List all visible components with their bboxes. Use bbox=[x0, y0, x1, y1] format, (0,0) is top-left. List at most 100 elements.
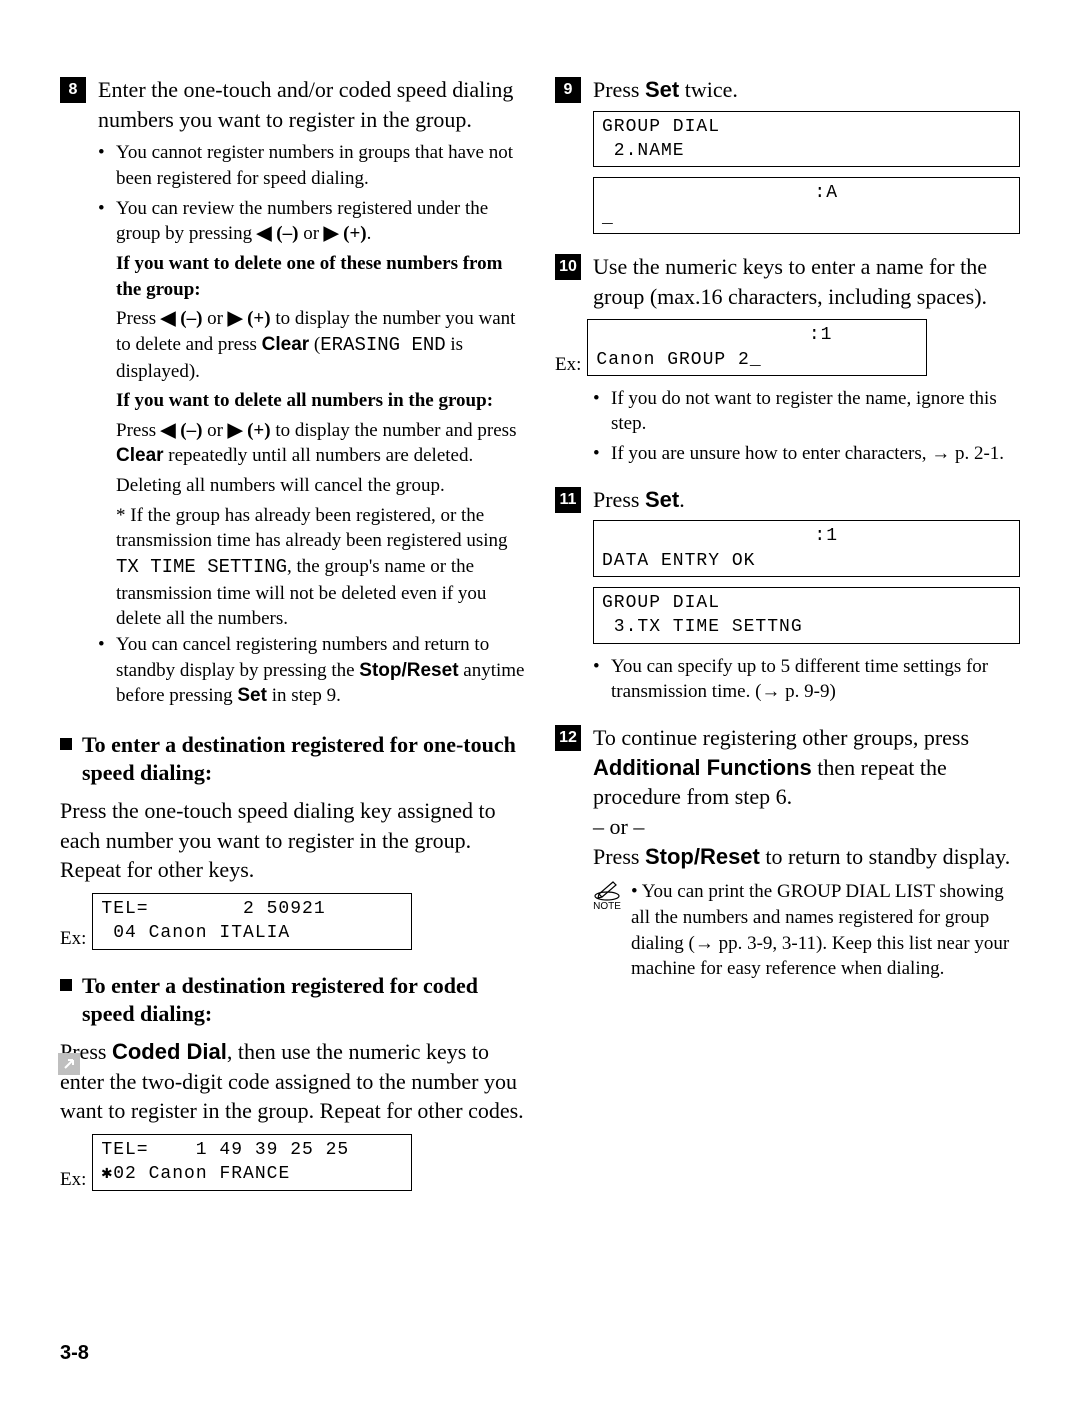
step-9: 9 Press Set twice. GROUP DIAL 2.NAME :A … bbox=[555, 75, 1020, 234]
onetouch-lcd-wrap: Ex: TEL= 2 50921 04 Canon ITALIA bbox=[60, 893, 525, 950]
arrow-plus-3: ▶ (+) bbox=[228, 420, 271, 441]
stop-reset-1: Stop/Reset bbox=[359, 660, 458, 681]
step-12-text: To continue registering other groups, pr… bbox=[593, 723, 1020, 871]
note-label: NOTE bbox=[593, 901, 621, 912]
s9-tail: twice. bbox=[679, 77, 738, 102]
step-11: 11 Press Set. :1 DATA ENTRY OK GROUP DIA… bbox=[555, 485, 1020, 705]
step-8-text: Enter the one-touch and/or coded speed d… bbox=[98, 75, 525, 134]
s12-d: to return to standby display. bbox=[760, 844, 1010, 869]
s11-a: Press bbox=[593, 487, 645, 512]
step-11-lcd-1: :1 DATA ENTRY OK bbox=[593, 520, 1020, 577]
s12-c: Press bbox=[593, 844, 645, 869]
note-row: NOTE • You can print the GROUP DIAL LIST… bbox=[593, 879, 1020, 982]
step-8-bullet-1: You cannot register numbers in groups th… bbox=[98, 140, 525, 191]
coded-lcd-wrap: Ex: TEL= 1 49 39 25 25 ✱02 Canon FRANCE bbox=[60, 1134, 525, 1191]
step-10-text: Use the numeric keys to enter a name for… bbox=[593, 252, 1020, 311]
onetouch-title: To enter a destination registered for on… bbox=[82, 731, 525, 788]
step-9-text: Press Set twice. bbox=[593, 75, 738, 105]
step-8-bullets-2: You can cancel registering numbers and r… bbox=[60, 632, 525, 709]
step-10-lcd: :1 Canon GROUP 2_ bbox=[587, 319, 927, 376]
black-square-icon-2 bbox=[60, 979, 72, 991]
step-11-bullets: You can specify up to 5 different time s… bbox=[555, 654, 1020, 705]
coded-title: To enter a destination registered for co… bbox=[82, 972, 525, 1029]
page-number: 3-8 bbox=[60, 1342, 89, 1365]
step-10-badge: 10 bbox=[555, 254, 581, 280]
set-word-3: Set bbox=[645, 487, 679, 512]
or-word-2: or bbox=[202, 308, 227, 329]
dab3: repeatedly until all numbers are deleted… bbox=[164, 445, 474, 466]
step-10-bullets: If you do not want to register the name,… bbox=[555, 386, 1020, 467]
delete-one-heading: If you want to delete one of these numbe… bbox=[60, 251, 525, 302]
step-8-bullets: You cannot register numbers in groups th… bbox=[60, 140, 525, 247]
dab2: to display the number and press bbox=[271, 420, 517, 441]
step-8-bullet-2: You can review the numbers registered un… bbox=[98, 196, 525, 247]
d1b3: ( bbox=[309, 334, 320, 355]
step-11-lcd-stack: :1 DATA ENTRY OK GROUP DIAL 3.TX TIME SE… bbox=[593, 520, 1020, 643]
step-10-bullet-2: If you are unsure how to enter character… bbox=[593, 441, 1020, 467]
step-11-badge: 11 bbox=[555, 487, 581, 513]
step-12-badge: 12 bbox=[555, 725, 581, 751]
right-column: 9 Press Set twice. GROUP DIAL 2.NAME :A … bbox=[555, 75, 1020, 1201]
arrow-plus-2: ▶ (+) bbox=[228, 308, 271, 329]
pencil-icon bbox=[593, 879, 621, 901]
step-9-lcd-stack: GROUP DIAL 2.NAME :A _ bbox=[593, 111, 1020, 234]
erasing-end: ERASING END bbox=[320, 334, 445, 356]
s12-or: – or – bbox=[593, 814, 644, 839]
step-11-bullet: You can specify up to 5 different time s… bbox=[593, 654, 1020, 705]
step-10-bullet-1: If you do not want to register the name,… bbox=[593, 386, 1020, 437]
step-12: 12 To continue registering other groups,… bbox=[555, 723, 1020, 982]
clear-word-1: Clear bbox=[262, 334, 310, 355]
d1b1: Press bbox=[116, 308, 161, 329]
set-word-1: Set bbox=[237, 685, 267, 706]
step-8: 8 Enter the one-touch and/or coded speed… bbox=[60, 75, 525, 709]
dab1: Press bbox=[116, 420, 161, 441]
set-word-2: Set bbox=[645, 77, 679, 102]
step-11-lcd-2: GROUP DIAL 3.TX TIME SETTNG bbox=[593, 587, 1020, 644]
or-word-3: or bbox=[202, 420, 227, 441]
s9-a: Press bbox=[593, 77, 645, 102]
back-to-top-icon[interactable] bbox=[58, 1053, 80, 1075]
arrow-plus: ▶ (+) bbox=[324, 223, 367, 244]
step-10: 10 Use the numeric keys to enter a name … bbox=[555, 252, 1020, 467]
s11-tail: . bbox=[679, 487, 685, 512]
coded-section-head: To enter a destination registered for co… bbox=[60, 972, 525, 1029]
page-columns: 8 Enter the one-touch and/or coded speed… bbox=[60, 75, 1020, 1201]
note-text: • You can print the GROUP DIAL LIST show… bbox=[631, 879, 1020, 982]
tx-time-setting: TX TIME SETTING bbox=[116, 556, 287, 578]
onetouch-body: Press the one-touch speed dialing key as… bbox=[60, 796, 525, 885]
onetouch-section-head: To enter a destination registered for on… bbox=[60, 731, 525, 788]
additional-functions: Additional Functions bbox=[593, 755, 812, 780]
arrow-minus-2: ◀ (–) bbox=[161, 308, 203, 329]
or-word-1: or bbox=[298, 223, 323, 244]
delete-all-heading: If you want to delete all numbers in the… bbox=[60, 388, 525, 414]
ex-label-3: Ex: bbox=[555, 354, 581, 376]
note-body: You can print the GROUP DIAL LIST showin… bbox=[631, 881, 1009, 979]
step-9-badge: 9 bbox=[555, 77, 581, 103]
ex-label-2: Ex: bbox=[60, 1169, 86, 1191]
left-column: 8 Enter the one-touch and/or coded speed… bbox=[60, 75, 525, 1201]
step-9-lcd-1: GROUP DIAL 2.NAME bbox=[593, 111, 1020, 168]
asterisk-note: * If the group has already been register… bbox=[60, 503, 525, 632]
black-square-icon bbox=[60, 738, 72, 750]
step-8-b2-tail: . bbox=[367, 223, 372, 244]
delete-all-body: Press ◀ (–) or ▶ (+) to display the numb… bbox=[60, 418, 525, 469]
coded-dial-word: Coded Dial bbox=[112, 1039, 227, 1064]
coded-lcd: TEL= 1 49 39 25 25 ✱02 Canon FRANCE bbox=[92, 1134, 412, 1191]
b3c: in step 9. bbox=[267, 685, 341, 706]
arrow-minus-3: ◀ (–) bbox=[161, 420, 203, 441]
s12-a: To continue registering other groups, pr… bbox=[593, 725, 969, 750]
ex-label-1: Ex: bbox=[60, 928, 86, 950]
onetouch-lcd: TEL= 2 50921 04 Canon ITALIA bbox=[92, 893, 412, 950]
ast-b1: * If the group has already been register… bbox=[116, 505, 508, 552]
step-8-bullet-3: You can cancel registering numbers and r… bbox=[98, 632, 525, 709]
delete-cancel-line: Deleting all numbers will cancel the gro… bbox=[60, 473, 525, 499]
coded-body: Press Coded Dial, then use the numeric k… bbox=[60, 1037, 525, 1126]
step-11-text: Press Set. bbox=[593, 485, 685, 515]
arrow-minus: ◀ (–) bbox=[257, 223, 299, 244]
delete-one-body: Press ◀ (–) or ▶ (+) to display the numb… bbox=[60, 306, 525, 384]
stop-reset-2: Stop/Reset bbox=[645, 844, 760, 869]
step-8-badge: 8 bbox=[60, 77, 86, 103]
step-10-lcd-wrap: Ex: :1 Canon GROUP 2_ bbox=[555, 319, 1020, 376]
clear-word-2: Clear bbox=[116, 445, 164, 466]
note-icon: NOTE bbox=[593, 879, 621, 912]
